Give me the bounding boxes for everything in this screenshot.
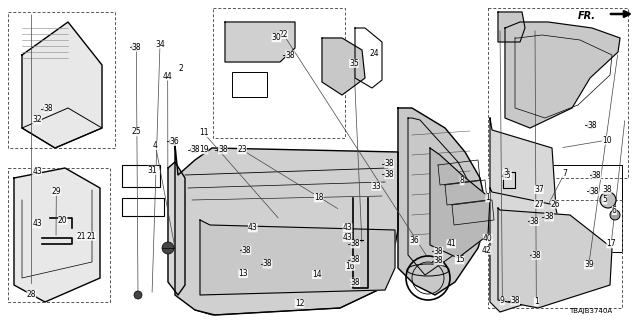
Text: 6: 6 <box>612 206 617 215</box>
Text: 43: 43 <box>342 233 353 242</box>
Text: 1: 1 <box>485 193 490 202</box>
Text: 7: 7 <box>562 169 567 178</box>
Text: 38: 38 <box>602 185 612 194</box>
Text: 38: 38 <box>350 255 360 264</box>
Text: 38: 38 <box>433 256 444 265</box>
Text: 36: 36 <box>410 236 420 245</box>
Text: 22: 22 <box>279 30 288 39</box>
Text: 42: 42 <box>481 246 492 255</box>
Text: 43: 43 <box>32 167 42 176</box>
Polygon shape <box>22 22 102 148</box>
Text: 43: 43 <box>248 223 258 232</box>
Text: 3: 3 <box>503 168 508 177</box>
Text: 44: 44 <box>163 72 173 81</box>
Text: 21: 21 <box>77 232 86 241</box>
Text: 43: 43 <box>342 223 353 232</box>
Text: 35: 35 <box>349 59 359 68</box>
Text: 13: 13 <box>238 269 248 278</box>
Text: 21: 21 <box>87 232 96 241</box>
Polygon shape <box>225 22 295 62</box>
Text: 8: 8 <box>460 176 465 185</box>
Polygon shape <box>498 12 525 42</box>
Text: 38: 38 <box>384 159 394 168</box>
Polygon shape <box>322 38 365 95</box>
Text: 33: 33 <box>371 182 381 191</box>
Text: 38: 38 <box>433 247 444 256</box>
Polygon shape <box>14 168 100 302</box>
Text: 24: 24 <box>369 49 380 58</box>
Text: 38: 38 <box>190 145 200 154</box>
Text: 41: 41 <box>446 239 456 248</box>
Text: 16: 16 <box>345 262 355 271</box>
Text: 40: 40 <box>483 234 493 243</box>
Polygon shape <box>398 108 488 295</box>
Text: 20: 20 <box>58 216 68 225</box>
Text: 4: 4 <box>153 141 158 150</box>
Polygon shape <box>175 145 398 315</box>
Text: 25: 25 <box>131 127 141 136</box>
Polygon shape <box>490 188 565 312</box>
Polygon shape <box>498 208 612 308</box>
Circle shape <box>600 192 616 208</box>
Text: 9: 9 <box>500 296 505 305</box>
Text: 2: 2 <box>179 64 184 73</box>
Text: 17: 17 <box>606 239 616 248</box>
Text: 45: 45 <box>502 171 512 180</box>
Circle shape <box>610 210 620 220</box>
Text: 38: 38 <box>531 251 541 260</box>
Text: 38: 38 <box>384 170 394 179</box>
Text: 11: 11 <box>199 128 208 137</box>
Text: 38: 38 <box>587 121 597 130</box>
Polygon shape <box>505 22 620 128</box>
Circle shape <box>134 291 142 299</box>
Text: 38: 38 <box>218 145 228 154</box>
Text: 38: 38 <box>529 217 540 226</box>
Text: 39: 39 <box>584 260 594 269</box>
Polygon shape <box>490 118 558 302</box>
Text: 38: 38 <box>262 260 273 268</box>
Text: 38: 38 <box>591 171 602 180</box>
Text: 18: 18 <box>314 193 323 202</box>
Text: 28: 28 <box>27 290 36 299</box>
Text: 38: 38 <box>350 278 360 287</box>
Circle shape <box>162 242 174 254</box>
Text: 1: 1 <box>534 297 539 306</box>
Text: FR.: FR. <box>578 11 596 21</box>
Text: 5: 5 <box>602 196 607 204</box>
Polygon shape <box>200 220 395 295</box>
Polygon shape <box>168 162 185 295</box>
Text: 12: 12 <box>295 299 304 308</box>
Text: 34: 34 <box>155 40 165 49</box>
Text: 30: 30 <box>271 33 282 42</box>
Text: 32: 32 <box>32 116 42 124</box>
Text: 36: 36 <box>169 137 179 146</box>
Text: 26: 26 <box>550 200 561 209</box>
Text: 10: 10 <box>602 136 612 145</box>
Text: 19: 19 <box>198 145 209 154</box>
Text: 38: 38 <box>350 239 360 248</box>
Text: 38: 38 <box>510 296 520 305</box>
Text: 14: 14 <box>312 270 322 279</box>
Text: 38: 38 <box>241 246 252 255</box>
Text: TBAJB3740A: TBAJB3740A <box>569 308 612 314</box>
Text: 37: 37 <box>534 185 544 194</box>
Text: 31: 31 <box>147 166 157 175</box>
Text: 38: 38 <box>131 43 141 52</box>
Text: 38: 38 <box>43 104 53 113</box>
Text: 15: 15 <box>454 255 465 264</box>
Text: 43: 43 <box>32 220 42 228</box>
Text: 23: 23 <box>237 145 247 154</box>
Polygon shape <box>430 148 490 258</box>
Text: 38: 38 <box>544 212 554 221</box>
Text: 29: 29 <box>51 187 61 196</box>
Text: 38: 38 <box>285 51 295 60</box>
Text: 27: 27 <box>534 200 544 209</box>
Text: 38: 38 <box>589 187 599 196</box>
